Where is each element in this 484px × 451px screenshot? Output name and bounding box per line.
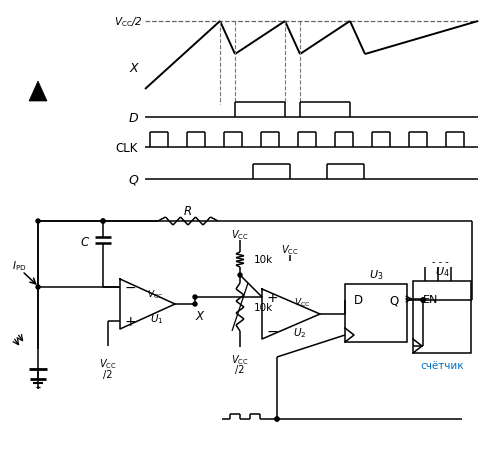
Text: $V_\mathrm{CC}$: $V_\mathrm{CC}$ [293, 296, 310, 308]
Text: $V_\mathrm{CC}$: $V_\mathrm{CC}$ [146, 288, 163, 300]
Circle shape [101, 220, 105, 224]
Text: Q: Q [389, 294, 398, 307]
Circle shape [36, 285, 40, 290]
Text: $U_3$: $U_3$ [368, 267, 382, 281]
Text: /2: /2 [235, 364, 244, 374]
Text: $V_\mathrm{CC}$: $V_\mathrm{CC}$ [231, 352, 248, 366]
Text: 10k: 10k [254, 302, 272, 312]
Circle shape [420, 299, 424, 302]
Circle shape [36, 220, 40, 224]
Text: −: − [124, 281, 136, 295]
Circle shape [101, 220, 105, 224]
Text: $V_\mathrm{CC}$/2: $V_\mathrm{CC}$/2 [114, 15, 143, 29]
Text: D: D [353, 294, 362, 307]
Text: $U_4$: $U_4$ [434, 265, 448, 278]
Text: - - -: - - - [431, 257, 447, 267]
Text: +: + [266, 290, 277, 304]
Bar [344, 285, 406, 342]
Text: D: D [128, 111, 138, 124]
Circle shape [274, 417, 278, 421]
Circle shape [193, 302, 197, 306]
Text: X: X [129, 61, 138, 74]
Circle shape [193, 295, 197, 299]
Text: EN: EN [423, 295, 438, 304]
Circle shape [274, 417, 278, 421]
Text: −: − [266, 324, 277, 338]
Text: X: X [196, 310, 204, 323]
Polygon shape [29, 82, 47, 102]
Text: R: R [183, 205, 192, 218]
Bar [412, 281, 470, 353]
Circle shape [238, 273, 242, 277]
Text: 10k: 10k [254, 254, 272, 264]
Text: Q: Q [128, 173, 138, 186]
Text: C: C [80, 236, 89, 249]
Text: +: + [124, 314, 136, 328]
Text: счётчик: счётчик [419, 360, 463, 370]
Text: $V_\mathrm{CC}$: $V_\mathrm{CC}$ [99, 356, 117, 370]
Text: $V_\mathrm{CC}$: $V_\mathrm{CC}$ [231, 228, 248, 241]
Text: CLK: CLK [115, 141, 138, 154]
Text: $V_\mathrm{CC}$: $V_\mathrm{CC}$ [281, 243, 298, 256]
Text: $I_\mathrm{PD}$: $I_\mathrm{PD}$ [12, 258, 26, 272]
Circle shape [420, 299, 424, 302]
Text: $U_2$: $U_2$ [293, 325, 306, 339]
Text: /2: /2 [103, 369, 112, 379]
Text: $U_1$: $U_1$ [150, 311, 164, 325]
